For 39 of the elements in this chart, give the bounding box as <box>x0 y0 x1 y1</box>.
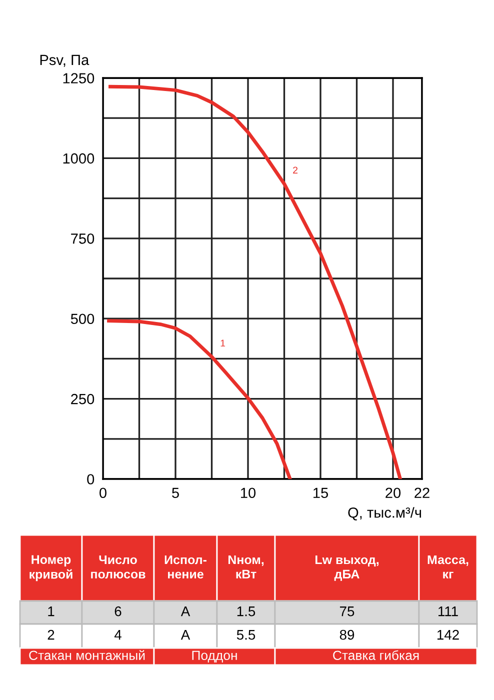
text: Ставка гибкая <box>333 650 419 660</box>
y-tick-label: 750 <box>71 234 94 244</box>
x-tick-label: 10 <box>241 488 256 498</box>
x-tick-label: 22 <box>414 488 430 498</box>
text: 142 <box>437 630 459 640</box>
x-tick-label: 20 <box>386 488 401 498</box>
text: А <box>180 630 190 640</box>
text: 1.5 <box>237 606 256 616</box>
y-tick-label: 250 <box>71 394 94 404</box>
text: Номер кривой <box>30 555 72 582</box>
text: 6 <box>114 606 122 616</box>
text: Число полюсов <box>91 555 146 579</box>
text: Стакан монтажный <box>29 650 145 660</box>
text: 5.5 <box>236 630 256 640</box>
text: 4 <box>114 630 122 640</box>
text: 75 <box>340 606 354 616</box>
y-tick-label: 0 <box>87 474 94 484</box>
x-axis-title: Q, тыс.м³/ч <box>348 507 421 520</box>
y-tick-label: 500 <box>70 314 94 324</box>
line-series <box>108 84 402 479</box>
x-tick-label: 15 <box>314 488 328 498</box>
text: Испол-нение <box>164 555 206 579</box>
text: Масса, кг <box>428 555 468 578</box>
y-tick-label: 1000 <box>63 153 94 164</box>
x-tick-label: 0 <box>100 488 106 498</box>
line-series <box>107 319 292 479</box>
text: 1 <box>48 606 54 616</box>
y-tick-label: 1250 <box>63 73 94 84</box>
series-label: 1 <box>220 340 226 346</box>
y-axis-title: Psv, Па <box>40 54 90 67</box>
text: 2 <box>48 630 54 640</box>
text: Nном, кВт <box>228 555 264 578</box>
text: 89 <box>340 630 354 640</box>
x-tick-label: 5 <box>172 488 179 498</box>
series-label: 2 <box>293 166 298 174</box>
text: А <box>180 606 190 616</box>
text: 111 <box>438 606 458 616</box>
text: Lw выход, дБА <box>315 555 379 581</box>
text: Поддон <box>192 650 237 663</box>
